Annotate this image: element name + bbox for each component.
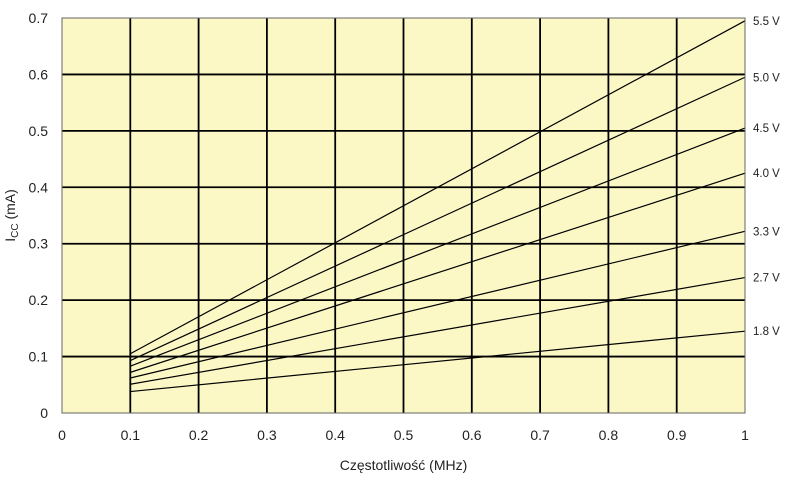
series-label: 3.3 V: [753, 226, 780, 238]
x-tick-label: 0.6: [462, 427, 482, 443]
x-tick-label: 0.8: [599, 427, 619, 443]
y-axis-label-sub: CC: [10, 223, 21, 237]
series-line-5-0V: [130, 76, 746, 362]
x-tick-label: 0.4: [325, 427, 345, 443]
series-label: 5.5 V: [753, 16, 780, 28]
series-label: 4.0 V: [753, 168, 780, 180]
series-line-2-7V: [130, 276, 746, 385]
x-tick-label: 0.5: [394, 427, 414, 443]
series-label: 2.7 V: [753, 273, 780, 285]
x-tick-label: 0.7: [530, 427, 550, 443]
y-tick-label: 0.4: [29, 179, 49, 195]
x-tick-label: 0.3: [257, 427, 277, 443]
series-line-4-5V: [130, 127, 746, 367]
y-tick-label: 0.3: [29, 236, 49, 252]
y-axis-label-tail: (mA): [2, 189, 18, 223]
y-tick-label: 0.5: [29, 123, 49, 139]
y-tick-labels: 0 0.1 0.2 0.3 0.4 0.5 0.6 0.7: [29, 10, 49, 421]
series-line-1-8V: [130, 330, 746, 393]
series-label: 1.8 V: [753, 326, 780, 338]
plot-frame: [61, 17, 746, 414]
y-tick-label: 0: [40, 405, 48, 421]
series-line-5-5V: [130, 20, 746, 355]
series-lines: [130, 20, 746, 393]
series-line-3-3V: [130, 230, 746, 379]
series-label: 4.5 V: [753, 123, 780, 135]
x-axis-label: Częstotliwość (MHz): [340, 457, 468, 473]
x-tick-label: 0.1: [121, 427, 141, 443]
x-tick-label: 0.9: [667, 427, 687, 443]
y-tick-label: 0.6: [29, 66, 49, 82]
y-axis-label: ICC (mA): [2, 189, 21, 242]
x-tick-label: 0.2: [189, 427, 209, 443]
x-tick-label: 0: [58, 427, 66, 443]
x-tick-labels: 0 0.1 0.2 0.3 0.4 0.5 0.6 0.7 0.8 0.9 1: [58, 427, 749, 443]
series-label: 5.0 V: [753, 72, 780, 84]
series-line-4-0V: [130, 172, 746, 373]
y-axis-label-main: I: [2, 238, 18, 242]
y-tick-label: 0.2: [29, 292, 49, 308]
horizontal-gridlines: [62, 73, 745, 358]
y-tick-label: 0.7: [29, 10, 49, 26]
y-tick-label: 0.1: [29, 349, 49, 365]
series-labels: 5.5 V 5.0 V 4.5 V 4.0 V 3.3 V 2.7 V 1.8 V: [753, 16, 780, 338]
vertical-gridlines: [129, 18, 678, 413]
x-tick-label: 1: [741, 427, 749, 443]
